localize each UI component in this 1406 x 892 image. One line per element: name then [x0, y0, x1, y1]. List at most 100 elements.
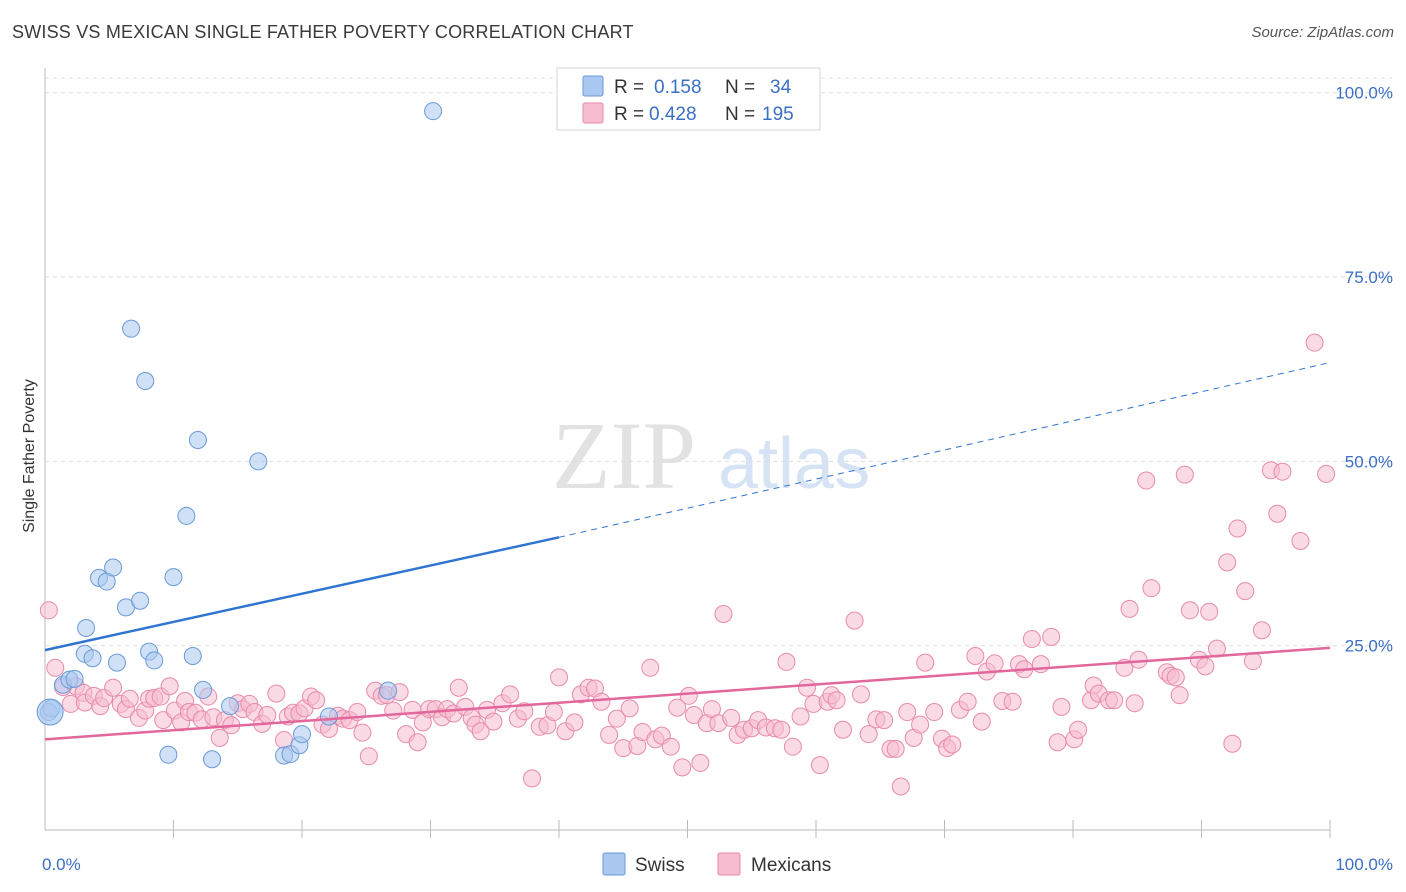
mexicans-point	[791, 707, 810, 726]
mexicans-point	[1022, 630, 1041, 649]
y-tick-label: 50.0%	[1345, 452, 1393, 471]
mexicans-point	[673, 758, 692, 777]
bottom-legend-swiss: Swiss	[635, 855, 685, 876]
swiss-point	[131, 591, 150, 610]
mexicans-point	[471, 722, 490, 741]
mexicans-point	[891, 777, 910, 796]
mexicans-point	[783, 737, 802, 756]
mexicans-point	[972, 712, 991, 731]
mexicans-point	[1137, 471, 1156, 490]
mexicans-point	[1048, 733, 1067, 752]
mexicans-point	[714, 604, 733, 623]
mexicans-point	[1125, 694, 1144, 713]
mexicans-point	[46, 658, 65, 677]
y-axis-label: Single Father Poverty	[21, 379, 38, 533]
mexicans-point	[1105, 691, 1124, 710]
mexicans-point	[966, 647, 985, 666]
mexicans-point	[1129, 650, 1148, 669]
mexicans-point	[154, 711, 173, 730]
mexicans-point	[1243, 652, 1262, 671]
mexicans-point	[620, 699, 639, 718]
mexicans-point	[1003, 692, 1022, 711]
swiss-point	[221, 697, 240, 716]
legend-mex-r-label: R =	[614, 104, 644, 125]
mexicans-point	[810, 756, 829, 775]
mexicans-point	[1236, 582, 1255, 601]
y-tick-label: 100.0%	[1335, 84, 1393, 103]
trend-lines	[44, 362, 1331, 741]
swiss-point	[65, 669, 84, 688]
mexicans-point	[160, 677, 179, 696]
mexicans-point	[267, 684, 286, 703]
mexicans-point	[1305, 333, 1324, 352]
mexicans-point	[1170, 686, 1189, 705]
mexicans-point	[851, 685, 870, 704]
mexicans-point	[898, 703, 917, 722]
mexicans-point	[886, 739, 905, 758]
mexicans-point	[449, 678, 468, 697]
swiss-point	[159, 745, 178, 764]
mexicans-point	[592, 692, 611, 711]
mexicans-point	[772, 720, 791, 739]
swiss-point	[83, 649, 102, 668]
series-legend: Swiss Mexicans	[602, 852, 831, 876]
swiss-point	[36, 698, 64, 726]
mexicans-point	[777, 652, 796, 671]
mexicans-points	[39, 333, 1336, 796]
mexicans-point	[1175, 465, 1194, 484]
swiss-point	[104, 558, 123, 577]
mexicans-point	[359, 747, 378, 766]
legend-mex-n-value: 195	[762, 104, 794, 125]
y-tick-label: 75.0%	[1345, 268, 1393, 287]
mexicans-point	[943, 735, 962, 754]
swiss-point	[145, 651, 164, 670]
watermark-atlas: atlas	[718, 424, 870, 504]
mexicans-point	[484, 712, 503, 731]
mexicans-point	[875, 711, 894, 730]
mexicans-point	[1120, 599, 1139, 618]
chart-title: SWISS VS MEXICAN SINGLE FATHER POVERTY C…	[12, 22, 634, 42]
swiss-point	[188, 430, 207, 449]
mexicans-point	[679, 686, 698, 705]
mexicans-point	[1273, 462, 1292, 481]
mexicans-point	[661, 737, 680, 756]
watermark-zip: ZIP	[552, 402, 696, 509]
mexicans-point	[550, 668, 568, 687]
swiss-point	[183, 647, 202, 666]
swiss-point	[107, 653, 126, 672]
mexicans-point	[1142, 579, 1161, 598]
mexicans-point	[833, 720, 852, 739]
swiss-point	[319, 707, 338, 726]
mexicans-point	[210, 728, 229, 747]
mexicans-point	[353, 723, 372, 742]
mexicans-point	[1200, 602, 1219, 621]
mexicans-point	[985, 654, 1004, 673]
mexicans-point	[1069, 720, 1088, 739]
mexicans-point	[916, 653, 935, 672]
swiss-point	[424, 102, 443, 121]
legend-swiss-n-label: N =	[725, 77, 755, 98]
x-tick-label-min: 0.0%	[42, 855, 81, 874]
mexicans-point	[1166, 668, 1185, 687]
mexicans-point	[104, 678, 123, 697]
mexicans-point	[544, 703, 563, 722]
x-ticks	[173, 820, 1331, 838]
mexicans-point	[641, 658, 660, 677]
mexicans-point	[1291, 531, 1310, 550]
mexicans-point	[1196, 657, 1215, 676]
gridlines	[45, 77, 1392, 647]
swiss-point	[293, 725, 311, 744]
swiss-point	[136, 372, 155, 391]
legend-swiss-r-value: 0.158	[654, 77, 702, 98]
swiss-point	[203, 750, 222, 769]
source-credit: Source: ZipAtlas.com	[1251, 24, 1394, 41]
mexicans-point	[501, 685, 520, 704]
mexicans-point	[1180, 601, 1199, 620]
bottom-legend-mexicans: Mexicans	[751, 855, 831, 876]
mexicans-point	[684, 705, 703, 724]
mexicans-point	[798, 678, 817, 697]
mexicans-point	[523, 769, 542, 788]
mexicans-point	[120, 689, 139, 708]
mexicans-point	[1218, 553, 1237, 572]
